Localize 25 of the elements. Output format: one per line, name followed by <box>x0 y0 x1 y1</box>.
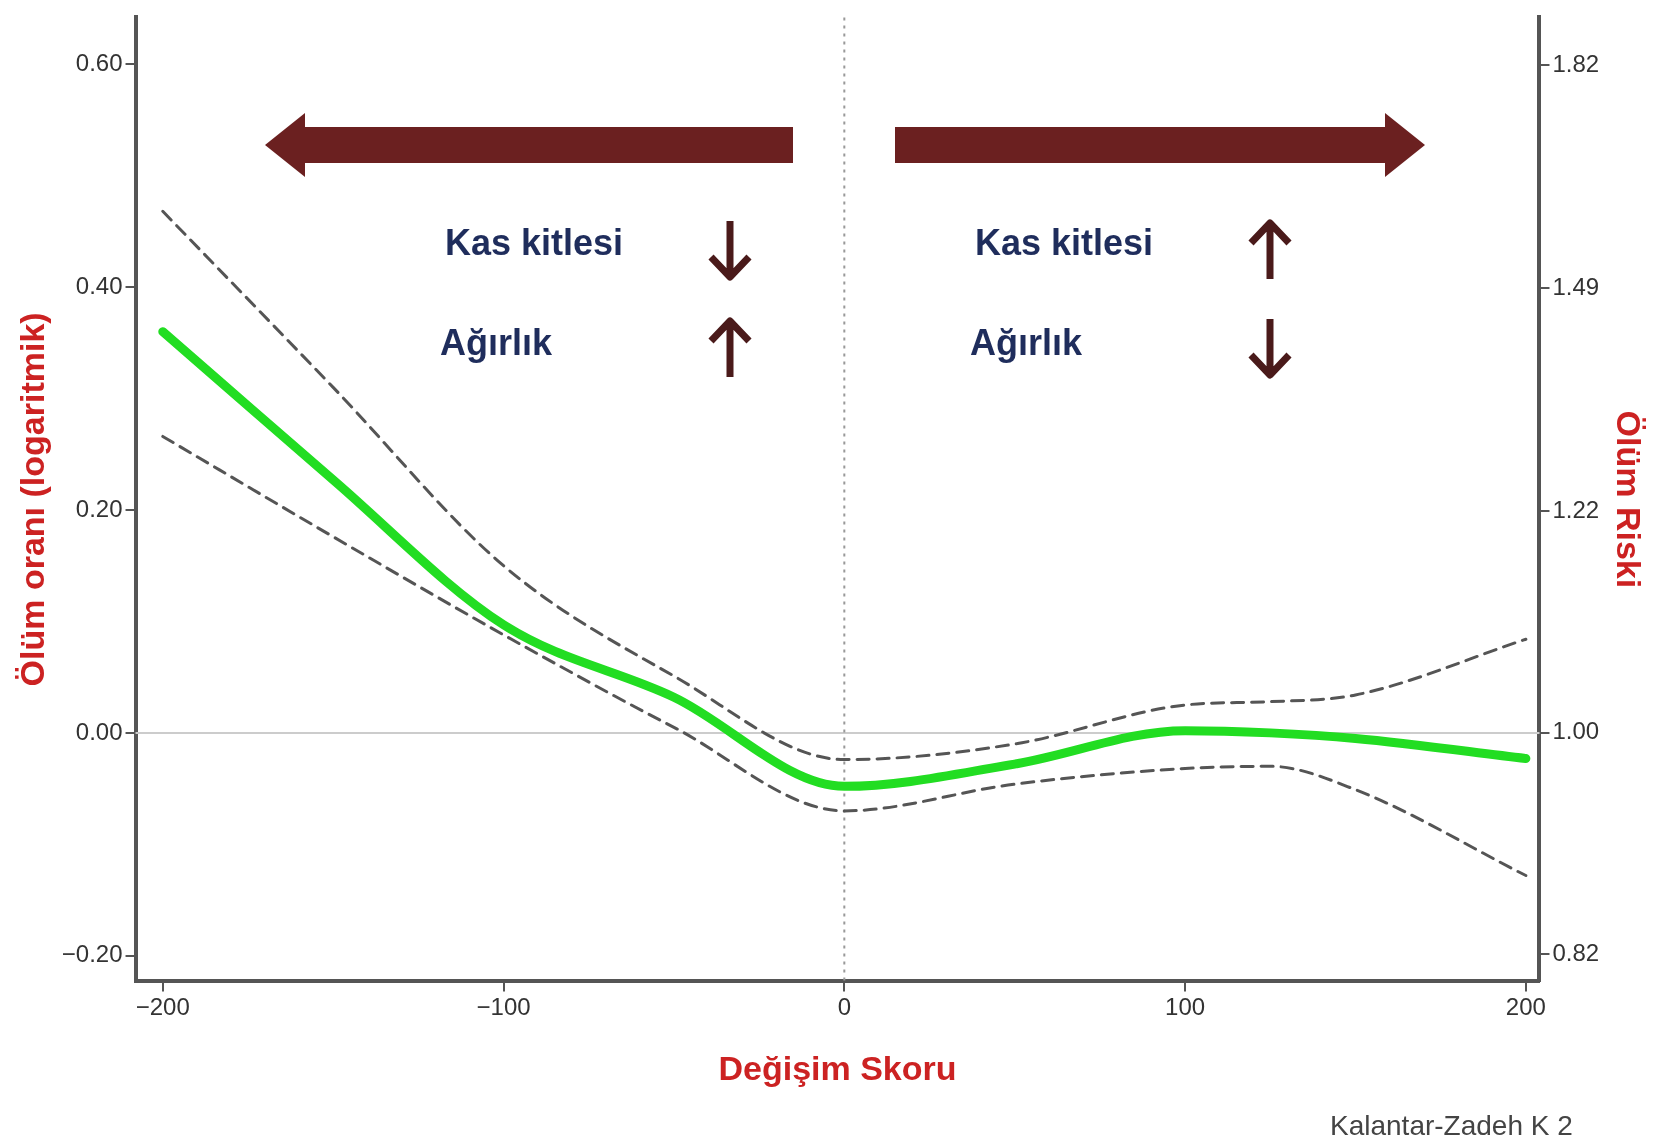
y2-tick-label: 0.82 <box>1552 938 1600 966</box>
line-series <box>161 434 1528 878</box>
x-tick-label: −100 <box>476 993 531 1021</box>
x-tick-label: 100 <box>1165 993 1206 1021</box>
text: Kalantar-Zadeh K 2 <box>1330 1110 1573 1142</box>
line-series <box>161 209 1528 762</box>
x-tick-label: 200 <box>1505 993 1546 1021</box>
annotation: Kas kitlesi <box>445 222 624 264</box>
y2-tick-label: 1.00 <box>1552 717 1600 745</box>
y-tick-label: 0.20 <box>75 494 123 522</box>
y2-tick-label: 1.49 <box>1552 272 1600 300</box>
x-tick-label: 0 <box>837 993 851 1021</box>
x-tick-label: −200 <box>135 993 190 1021</box>
y2-tick-label: 1.82 <box>1552 49 1600 77</box>
y2-axis-title: Ölüm Riski <box>1610 410 1649 589</box>
y-tick-label: −0.20 <box>61 940 123 968</box>
annotation: Ağırlık <box>970 322 1083 364</box>
y-tick-label: 0.40 <box>75 271 123 299</box>
y-tick-label: 0.60 <box>75 48 123 76</box>
annotation: Ağırlık <box>440 322 553 364</box>
y-axis-title: Ölüm oranı (logaritmik) <box>12 312 51 687</box>
y2-tick-label: 1.22 <box>1552 495 1600 523</box>
x-axis-title: Değişim Skoru <box>718 1048 957 1087</box>
y-tick-label: 0.00 <box>75 717 123 745</box>
annotation: Kas kitlesi <box>975 222 1154 264</box>
